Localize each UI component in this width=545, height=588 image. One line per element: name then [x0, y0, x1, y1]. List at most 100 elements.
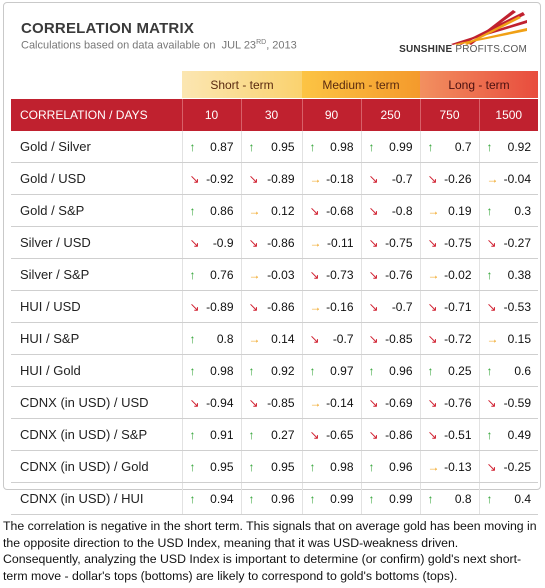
correlation-value: -0.59 [503, 395, 531, 410]
correlation-cell: ↘ -0.9 [182, 226, 242, 259]
trend-flat-arrow-icon: → [486, 331, 499, 346]
row-label: CDNX (in USD) / USD [11, 386, 183, 419]
table-row: Silver / S&P ↑ 0.76 → -0.03 ↘ -0.73 ↘ -0.76 → -0.0… [11, 258, 538, 291]
correlation-cell: ↘ -0.86 [361, 418, 421, 451]
correlation-value: 0.92 [507, 139, 531, 154]
trend-down-arrow-icon: ↘ [486, 299, 497, 314]
sun-rays-icon [451, 10, 527, 45]
trend-down-arrow-icon: ↘ [309, 427, 320, 442]
trend-down-arrow-icon: ↘ [427, 427, 438, 442]
correlation-cell: ↑ 0.8 [182, 322, 242, 355]
trend-up-arrow-icon: ↑ [309, 459, 316, 474]
trend-down-arrow-icon: ↘ [486, 395, 497, 410]
trend-up-arrow-icon: ↑ [309, 139, 316, 154]
correlation-cell: ↑ 0.27 [241, 418, 303, 451]
table-row: CDNX (in USD) / USD ↘ -0.94 ↘ -0.85 → -0.14 ↘ -0… [11, 386, 538, 419]
correlation-cell: ↘ -0.65 [302, 418, 362, 451]
row-label: Gold / USD [11, 162, 183, 195]
correlation-cell: ↑ 0.86 [182, 194, 242, 227]
days-header: 250 [361, 99, 421, 131]
trend-up-arrow-icon: ↑ [486, 267, 493, 282]
trend-up-arrow-icon: ↑ [189, 459, 196, 474]
correlation-value: -0.16 [326, 299, 354, 314]
correlation-value: -0.89 [267, 171, 295, 186]
correlation-cell: ↑ 0.7 [420, 131, 480, 163]
correlation-cell: ↑ 0.96 [241, 482, 303, 515]
trend-up-arrow-icon: ↑ [248, 459, 255, 474]
correlation-cell: ↑ 0.99 [361, 131, 421, 163]
trend-up-arrow-icon: ↑ [368, 363, 375, 378]
correlation-value: -0.18 [326, 171, 354, 186]
correlation-value: -0.9 [212, 235, 234, 250]
correlation-value: 0.8 [216, 331, 234, 346]
trend-down-arrow-icon: ↘ [248, 235, 259, 250]
correlation-value: -0.76 [385, 267, 413, 282]
correlation-value: -0.7 [332, 331, 354, 346]
trend-up-arrow-icon: ↑ [248, 363, 255, 378]
correlation-value: -0.69 [385, 395, 413, 410]
table-row: Gold / S&P ↑ 0.86 → 0.12 ↘ -0.68 ↘ -0.8 → 0.19 ↑ 0.3 [11, 194, 538, 227]
correlation-cell: ↘ -0.72 [420, 322, 480, 355]
correlation-cell: ↘ -0.94 [182, 386, 242, 419]
correlation-value: 0.19 [448, 203, 472, 218]
correlation-value: 0.95 [210, 459, 234, 474]
correlation-cell: ↑ 0.76 [182, 258, 242, 291]
trend-up-arrow-icon: ↑ [427, 139, 434, 154]
correlation-cell: ↑ 0.99 [361, 482, 421, 515]
sunshine-profits-logo[interactable]: SUNSHINE PROFITS.COM [399, 10, 531, 58]
correlation-cell: ↑ 0.3 [479, 194, 538, 227]
correlation-value: 0.92 [271, 363, 295, 378]
correlation-value: 0.6 [514, 363, 531, 378]
correlation-value: -0.86 [385, 427, 413, 442]
trend-flat-arrow-icon: → [309, 395, 322, 410]
trend-flat-arrow-icon: → [309, 171, 322, 186]
trend-down-arrow-icon: ↘ [248, 171, 259, 186]
correlation-cell: ↑ 0.99 [302, 482, 362, 515]
trend-up-arrow-icon: ↑ [248, 427, 255, 442]
correlation-cell: ↘ -0.85 [361, 322, 421, 355]
table-row: HUI / Gold ↑ 0.98 ↑ 0.92 ↑ 0.97 ↑ 0.96 ↑ 0.25 ↑ 0.6 [11, 354, 538, 387]
correlation-value: 0.97 [330, 363, 354, 378]
correlation-value: 0.98 [210, 363, 234, 378]
correlation-value: -0.85 [267, 395, 295, 410]
correlation-cell: ↘ -0.89 [241, 162, 303, 195]
trend-up-arrow-icon: ↑ [189, 491, 196, 506]
trend-up-arrow-icon: ↑ [486, 491, 493, 506]
correlation-value: -0.14 [326, 395, 354, 410]
trend-up-arrow-icon: ↑ [189, 267, 196, 282]
correlation-cell: → -0.11 [302, 226, 362, 259]
correlation-cell: → -0.14 [302, 386, 362, 419]
correlation-cell: ↑ 0.87 [182, 131, 242, 163]
correlation-value: -0.13 [444, 459, 472, 474]
trend-down-arrow-icon: ↘ [309, 331, 320, 346]
correlation-cell: ↑ 0.96 [361, 450, 421, 483]
trend-down-arrow-icon: ↘ [368, 395, 379, 410]
correlation-cell: ↘ -0.51 [420, 418, 480, 451]
trend-up-arrow-icon: ↑ [248, 491, 255, 506]
term-header: Short - term Medium - term Long - term [182, 71, 538, 98]
row-label: Silver / S&P [11, 258, 183, 291]
correlation-value: 0.94 [210, 491, 234, 506]
table-row: Gold / Silver ↑ 0.87 ↑ 0.95 ↑ 0.98 ↑ 0.99 ↑ 0.7 ↑ 0.… [11, 131, 538, 163]
table-row: CDNX (in USD) / S&P ↑ 0.91 ↑ 0.27 ↘ -0.65 ↘ -0.8… [11, 418, 538, 451]
correlation-cell: ↘ -0.26 [420, 162, 480, 195]
correlation-cell: ↑ 0.95 [241, 131, 303, 163]
medium-term-header: Medium - term [302, 71, 420, 98]
correlation-cell: → -0.16 [302, 290, 362, 323]
row-label: Silver / USD [11, 226, 183, 259]
trend-down-arrow-icon: ↘ [486, 459, 497, 474]
correlation-cell: → 0.14 [241, 322, 303, 355]
trend-up-arrow-icon: ↑ [486, 363, 493, 378]
correlation-cell: ↘ -0.75 [420, 226, 480, 259]
table-body: Gold / Silver ↑ 0.87 ↑ 0.95 ↑ 0.98 ↑ 0.99 ↑ 0.7 ↑ 0.… [11, 131, 538, 515]
trend-down-arrow-icon: ↘ [368, 427, 379, 442]
correlation-cell: ↑ 0.95 [182, 450, 242, 483]
correlation-cell: ↑ 0.98 [302, 131, 362, 163]
correlation-cell: ↑ 0.96 [361, 354, 421, 387]
trend-flat-arrow-icon: → [248, 331, 261, 346]
row-label: HUI / USD [11, 290, 183, 323]
correlation-cell: ↑ 0.92 [241, 354, 303, 387]
trend-flat-arrow-icon: → [427, 459, 440, 474]
trend-down-arrow-icon: ↘ [309, 203, 320, 218]
trend-up-arrow-icon: ↑ [486, 139, 493, 154]
